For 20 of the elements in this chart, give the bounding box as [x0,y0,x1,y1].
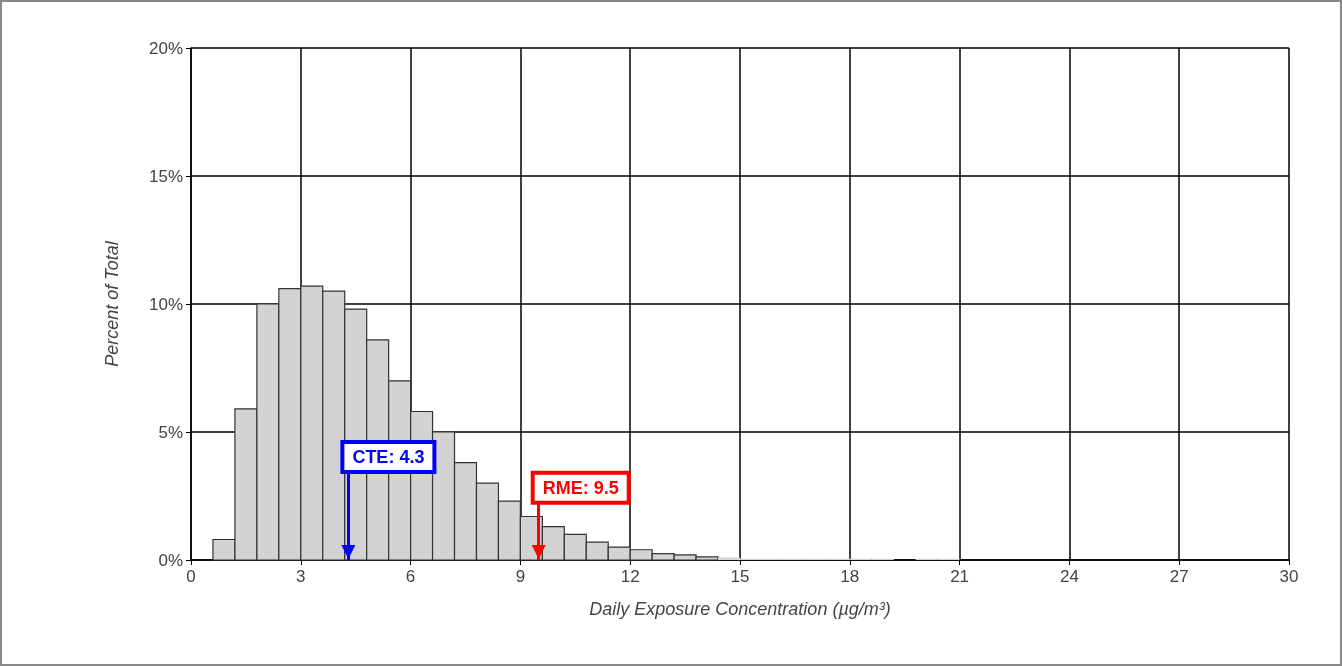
x-tick-label: 18 [840,567,860,586]
x-tick-label: 12 [620,567,640,586]
ref-line-label: RME: 9.5 [542,477,619,498]
y-tick-label: 20% [148,38,183,58]
x-tick-label: 9 [515,567,526,586]
y-tick-label: 5% [158,422,183,442]
x-tick-label: 27 [1169,567,1189,586]
x-tick-label: 0 [186,567,196,586]
x-tick-label: 6 [405,567,416,586]
y-tick-label: 0% [158,550,183,570]
x-tick-label: 21 [950,567,970,586]
x-tick-label: 30 [1279,567,1299,586]
x-tick-label: 3 [296,567,306,586]
x-tick-label: 15 [730,567,750,586]
ref-line-label: CTE: 4.3 [352,446,425,467]
y-axis-title: Percent of Total [102,240,122,367]
y-tick-label: 15% [148,166,183,186]
x-tick-label: 24 [1059,567,1079,586]
y-tick-label: 10% [148,294,183,314]
x-axis-title: Daily Exposure Concentration (µg/m³) [589,599,891,619]
